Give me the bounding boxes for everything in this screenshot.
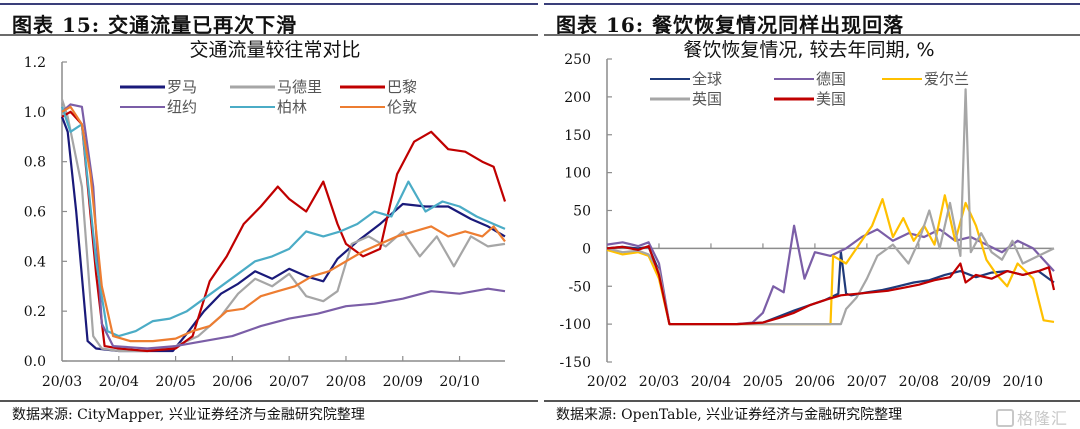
y-tick-label: 0.2 (24, 304, 46, 320)
figure-heading: 图表 15: 交通流量已再次下滑 (12, 13, 298, 37)
x-tick-label: 20/05 (743, 374, 783, 390)
x-tick-label: 20/08 (899, 374, 939, 390)
y-tick-label: 0.8 (24, 155, 46, 171)
series-line-4 (61, 103, 506, 350)
y-tick-label: 50 (573, 204, 591, 220)
legend-label: 英国 (692, 90, 722, 108)
x-tick-label: 20/02 (587, 374, 627, 390)
restaurant-chart: 餐饮恢复情况, 较去年同期, % -150 -100 -50 0 50 100 150 200 2… (560, 39, 1056, 390)
watermark-text: 格隆汇 (1016, 409, 1068, 428)
x-tick-label: 20/03 (639, 374, 679, 390)
legend-label: 全球 (692, 70, 722, 88)
x-tick-label: 20/05 (155, 374, 195, 390)
x-tick-label: 20/04 (99, 374, 139, 390)
y-tick-label: 1.2 (24, 55, 46, 71)
top-rule (0, 3, 538, 5)
y-tick-label: 0.6 (24, 205, 46, 221)
footer-rule (544, 400, 1080, 402)
panel-traffic: 图表 15: 交通流量已再次下滑 交通流量较往常对比 0.0 0.2 0.4 0.6 0.… (0, 0, 538, 429)
y-tick-label: 150 (564, 128, 591, 144)
series-line-2 (60, 99, 506, 353)
x-tick-label: 20/08 (326, 374, 366, 390)
source-note: 数据来源: CityMapper, 兴业证券经济与金融研究院整理 (12, 407, 365, 423)
legend-label: 巴黎 (387, 78, 417, 96)
x-tick-label: 20/07 (269, 374, 309, 390)
series-line-5 (606, 245, 1056, 326)
x-tick-label: 20/06 (795, 374, 835, 390)
y-tick-label: 0.0 (24, 354, 46, 370)
footer-rule (0, 400, 538, 402)
y-tick-label: 0.4 (24, 254, 46, 270)
legend-label: 罗马 (167, 78, 197, 96)
watermark-logo-icon (995, 409, 1014, 427)
heading-rule (0, 34, 538, 36)
legend-label: 爱尔兰 (924, 70, 969, 88)
series-line-6 (61, 105, 506, 343)
series-line-3 (61, 110, 507, 353)
legend-label: 伦敦 (387, 98, 417, 116)
x-tick-label: 20/06 (212, 374, 252, 390)
y-tick-label: -50 (568, 279, 591, 295)
y-tick-label: 1.0 (24, 105, 46, 121)
y-tick-label: 250 (564, 52, 591, 68)
series-line-4 (606, 88, 1055, 326)
x-tick-label: 20/10 (439, 374, 479, 390)
chart-title: 交通流量较往常对比 (189, 39, 360, 61)
traffic-chart: 交通流量较往常对比 0.0 0.2 0.4 0.6 0.8 1.0 1.2 20/03 20/04… (24, 39, 507, 390)
legend-label: 柏林 (277, 98, 307, 116)
series-line-1 (60, 116, 506, 353)
legend-label: 纽约 (167, 98, 197, 116)
chart-title: 餐饮恢复情况, 较去年同期, % (683, 39, 934, 61)
y-tick-label: 0 (582, 241, 591, 257)
top-rule (544, 3, 1080, 5)
series-line-5 (60, 106, 506, 338)
figure-heading: 图表 16: 餐饮恢复情况同样出现回落 (556, 13, 905, 37)
y-tick-label: 100 (564, 166, 591, 182)
legend-label: 德国 (816, 70, 846, 88)
y-tick-label: -100 (560, 317, 591, 333)
watermark: 格隆汇 (995, 405, 1068, 429)
legend-label: 马德里 (277, 78, 322, 96)
series-line-3 (606, 194, 1055, 326)
source-note: 数据来源: OpenTable, 兴业证券经济与金融研究院整理 (556, 407, 903, 423)
x-tick-label: 20/03 (42, 374, 82, 390)
x-tick-label: 20/04 (691, 374, 731, 390)
legend-label: 美国 (816, 90, 846, 108)
y-tick-label: 200 (564, 90, 591, 106)
x-tick-label: 20/09 (951, 374, 991, 390)
y-tick-label: -150 (560, 355, 591, 371)
x-tick-label: 20/10 (1003, 374, 1043, 390)
panel-restaurant: 图表 16: 餐饮恢复情况同样出现回落 餐饮恢复情况, 较去年同期, % -150… (544, 0, 1080, 429)
x-tick-label: 20/09 (383, 374, 423, 390)
heading-rule (544, 34, 1080, 36)
x-tick-label: 20/07 (847, 374, 887, 390)
